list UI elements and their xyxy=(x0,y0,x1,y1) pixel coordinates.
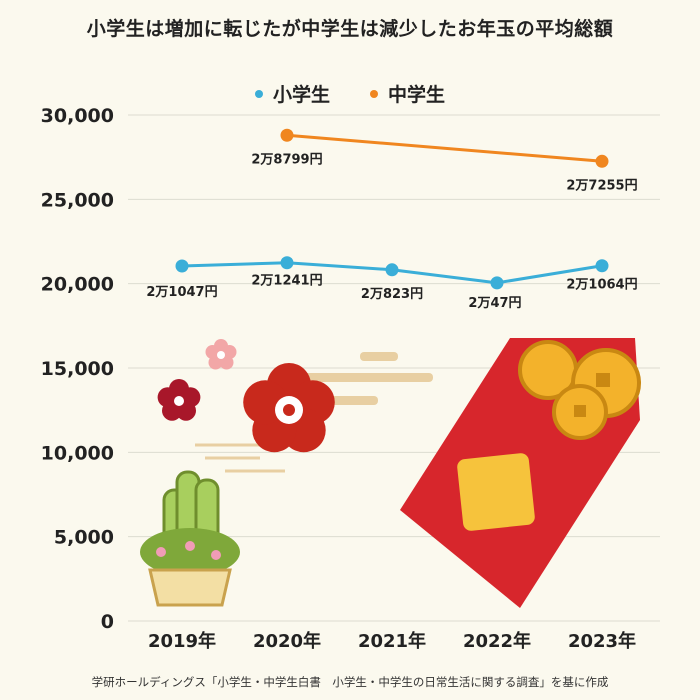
legend-label-junior-high: 中学生 xyxy=(388,84,446,106)
golden-cloud-decoration xyxy=(300,352,433,405)
y-tick-label: 30,000 xyxy=(41,105,114,127)
large-plum-blossom-icon xyxy=(243,363,335,453)
data-point xyxy=(385,263,399,277)
y-tick-label: 25,000 xyxy=(41,189,114,211)
kadomatsu-icon xyxy=(140,470,240,607)
data-point xyxy=(280,128,294,142)
x-tick-label: 2019年 xyxy=(148,630,216,652)
legend-marker-elementary xyxy=(254,89,263,98)
y-tick-label: 5,000 xyxy=(54,527,114,549)
small-plum-blossom-icon xyxy=(205,339,237,370)
y-axis: 0 5,000 10,000 15,000 20,000 25,000 30,000 xyxy=(41,105,114,633)
legend-marker-junior-high xyxy=(370,89,378,98)
data-label: 2万47円 xyxy=(468,296,521,311)
x-axis: 2019年 2020年 2021年 2022年 2023年 xyxy=(148,630,636,652)
series-line-junior-high xyxy=(286,133,603,163)
y-tick-label: 15,000 xyxy=(41,358,114,380)
x-tick-label: 2023年 xyxy=(568,630,636,652)
legend-item-junior-high: 中学生 xyxy=(370,80,445,107)
legend-item-elementary: 小学生 xyxy=(254,80,330,107)
y-tick-label: 20,000 xyxy=(41,274,114,296)
data-point xyxy=(595,154,609,168)
data-label: 2万1241円 xyxy=(251,274,322,289)
data-point xyxy=(595,259,609,273)
source-note: 学研ホールディングス「小学生・中学生白書 小学生・中学生の日常生活に関する調査」… xyxy=(91,675,609,689)
data-label: 2万1047円 xyxy=(146,285,217,300)
data-point xyxy=(490,276,504,290)
y-tick-label: 10,000 xyxy=(41,442,114,464)
dark-plum-blossom-icon xyxy=(157,379,201,421)
decorations xyxy=(140,338,641,608)
chart-title: 小学生は増加に転じたが中学生は減少したお年玉の平均総額 xyxy=(86,18,614,40)
x-tick-label: 2020年 xyxy=(253,630,321,652)
legend-label-elementary: 小学生 xyxy=(272,84,330,106)
data-label: 2万7255円 xyxy=(566,178,637,193)
legend: 小学生 中学生 xyxy=(0,80,700,107)
data-label: 2万823円 xyxy=(361,287,423,302)
data-point xyxy=(280,256,294,270)
x-tick-label: 2021年 xyxy=(358,630,426,652)
y-tick-label: 0 xyxy=(101,611,114,633)
data-point xyxy=(175,259,189,273)
x-tick-label: 2022年 xyxy=(463,630,531,652)
data-labels: 2万1047円 2万1241円 2万823円 2万47円 2万1064円 2万8799円 2… xyxy=(146,152,637,311)
series-lines xyxy=(175,128,609,290)
data-label: 2万1064円 xyxy=(566,278,637,293)
red-envelope-icon xyxy=(400,338,641,608)
data-label: 2万8799円 xyxy=(251,152,322,167)
